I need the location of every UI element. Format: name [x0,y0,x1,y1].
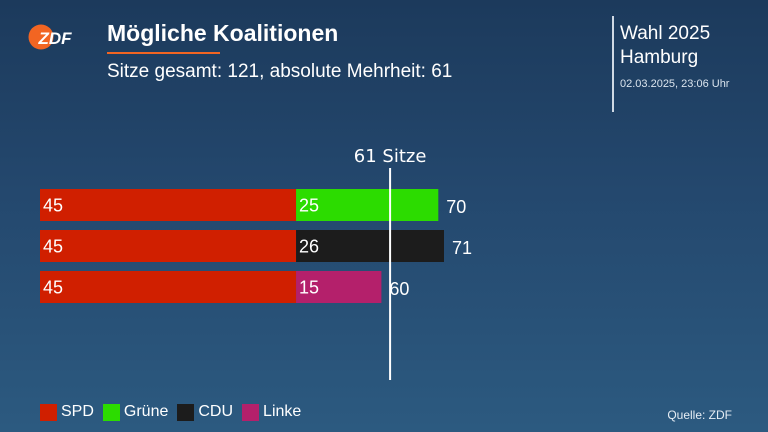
bar-linke-row-3 [296,271,382,303]
chart-legend: SPD Grüne CDU Linke [40,403,310,421]
election-info: Wahl 2025 Hamburg [620,22,710,70]
legend-swatch [177,403,195,421]
bar-value-label: 45 [43,237,63,257]
bar-gruene-row-1 [296,189,439,221]
row-total-label: 70 [446,197,466,217]
legend-item: Linke [242,403,301,421]
legend-swatch [40,403,57,421]
bar-value-label: 15 [299,278,319,298]
legend-swatch [102,403,120,421]
bar-value-label: 45 [43,278,63,298]
legend-label: CDU [198,403,234,420]
row-total-label: 71 [452,238,472,258]
timestamp: 02.03.2025, 23:06 Uhr [620,78,730,90]
source-note: Quelle: ZDF [667,408,732,422]
legend-label: Grüne [123,403,169,420]
legend-swatch [242,403,260,421]
legend-item: Grüne [102,403,169,421]
logo-text: ZDF [37,29,72,48]
election-name: Wahl 2025 [620,23,711,44]
title-underline [107,52,220,54]
page-subtitle: Sitze gesamt: 121, absolute Mehrheit: 61 [107,61,453,82]
bar-value-label: 25 [299,196,319,216]
bar-value-label: 45 [43,196,63,216]
bar-spd-row-1 [40,189,297,221]
election-region: Hamburg [620,47,699,68]
zdf-logo: ZDF [28,24,72,50]
page-title: Mögliche Koalitionen [107,20,339,46]
bar-spd-row-3 [40,271,297,303]
legend-item: SPD [40,403,94,421]
legend-label: SPD [61,403,94,420]
legend-label: Linke [263,403,302,420]
row-total-label: 60 [389,279,409,299]
legend-item: CDU [177,403,233,421]
bar-cdu-row-2 [296,230,444,262]
header-divider [612,16,614,112]
majority-line-label: 61 Sitze [354,146,427,167]
bar-value-label: 26 [299,237,319,257]
bar-spd-row-2 [40,230,297,262]
